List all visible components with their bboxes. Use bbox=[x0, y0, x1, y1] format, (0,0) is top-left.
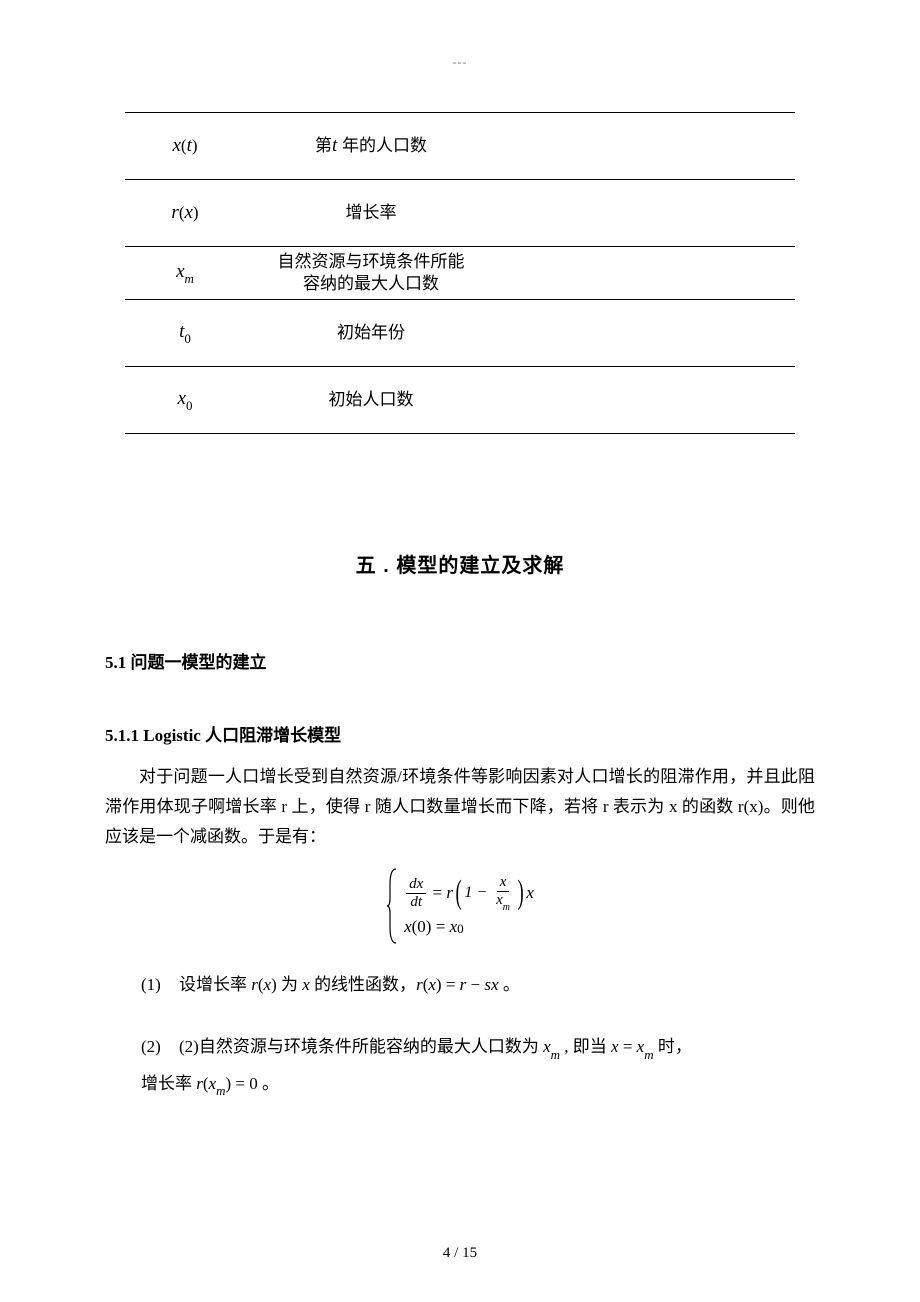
description-cell: 初始年份 bbox=[245, 300, 497, 367]
symbol-cell: x0 bbox=[125, 367, 245, 434]
symbol-cell: r(x) bbox=[125, 180, 245, 247]
table-row: xm自然资源与环境条件所能容纳的最大人口数 bbox=[125, 247, 795, 300]
assumption-list: (1)设增长率 r(x) 为 x 的线性函数，r(x) = r − sx 。 (2… bbox=[141, 967, 815, 1102]
header-dashes: --- bbox=[105, 55, 815, 70]
section-5-title: 五 . 模型的建立及求解 bbox=[105, 549, 815, 578]
table-row: x(t)第t 年的人口数 bbox=[125, 113, 795, 180]
symbol-cell: xm bbox=[125, 247, 245, 300]
empty-cell bbox=[497, 247, 795, 300]
symbol-cell: x(t) bbox=[125, 113, 245, 180]
empty-cell bbox=[497, 367, 795, 434]
description-cell: 初始人口数 bbox=[245, 367, 497, 434]
description-cell: 增长率 bbox=[245, 180, 497, 247]
intro-paragraph: 对于问题一人口增长受到自然资源/环境条件等影响因素对人口增长的阻滞作用，并且此阻… bbox=[105, 762, 815, 851]
description-cell: 自然资源与环境条件所能容纳的最大人口数 bbox=[245, 247, 497, 300]
empty-cell bbox=[497, 300, 795, 367]
empty-cell bbox=[497, 113, 795, 180]
eq-line-1: dxdt = r ( 1 − xxm ) x bbox=[404, 875, 534, 911]
table-row: t0初始年份 bbox=[125, 300, 795, 367]
logistic-system-equation: dxdt = r ( 1 − xxm ) x x(0) = x0 bbox=[105, 867, 815, 945]
symbol-cell: t0 bbox=[125, 300, 245, 367]
table-row: x0初始人口数 bbox=[125, 367, 795, 434]
page-number: 4 / 15 bbox=[0, 1245, 920, 1262]
empty-cell bbox=[497, 180, 795, 247]
list-item: (1)设增长率 r(x) 为 x 的线性函数，r(x) = r − sx 。 bbox=[141, 967, 815, 1003]
eq-line-2: x(0) = x0 bbox=[404, 917, 534, 937]
symbol-table-body: x(t)第t 年的人口数r(x)增长率xm自然资源与环境条件所能容纳的最大人口数… bbox=[125, 113, 795, 434]
list-item: (2)(2)自然资源与环境条件所能容纳的最大人口数为 xm , 即当 x = x… bbox=[141, 1029, 815, 1102]
section-5-1-1-title: 5.1.1 Logistic 人口阻滞增长模型 bbox=[105, 721, 815, 746]
table-row: r(x)增长率 bbox=[125, 180, 795, 247]
left-brace-icon bbox=[386, 867, 400, 945]
description-cell: 第t 年的人口数 bbox=[245, 113, 497, 180]
section-5-1-title: 5.1 问题一模型的建立 bbox=[105, 648, 815, 673]
symbol-definition-table: x(t)第t 年的人口数r(x)增长率xm自然资源与环境条件所能容纳的最大人口数… bbox=[125, 112, 795, 434]
